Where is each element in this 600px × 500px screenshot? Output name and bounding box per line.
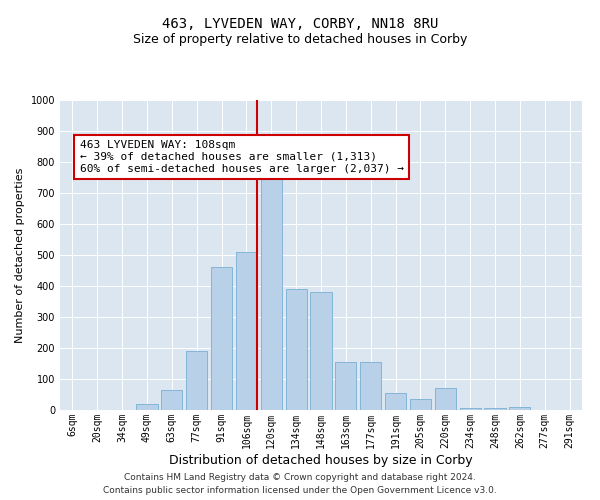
Bar bbox=[186, 351, 207, 410]
Bar bbox=[509, 407, 530, 410]
Bar bbox=[136, 404, 158, 410]
Text: Contains HM Land Registry data © Crown copyright and database right 2024.
Contai: Contains HM Land Registry data © Crown c… bbox=[103, 474, 497, 495]
Bar bbox=[310, 292, 332, 410]
Bar bbox=[460, 408, 481, 410]
Bar bbox=[161, 390, 182, 410]
Text: Size of property relative to detached houses in Corby: Size of property relative to detached ho… bbox=[133, 32, 467, 46]
Text: 463 LYVEDEN WAY: 108sqm
← 39% of detached houses are smaller (1,313)
60% of semi: 463 LYVEDEN WAY: 108sqm ← 39% of detache… bbox=[80, 140, 404, 173]
Bar bbox=[335, 362, 356, 410]
Bar bbox=[435, 388, 456, 410]
X-axis label: Distribution of detached houses by size in Corby: Distribution of detached houses by size … bbox=[169, 454, 473, 466]
Bar bbox=[286, 289, 307, 410]
Bar bbox=[410, 399, 431, 410]
Bar bbox=[484, 408, 506, 410]
Text: 463, LYVEDEN WAY, CORBY, NN18 8RU: 463, LYVEDEN WAY, CORBY, NN18 8RU bbox=[162, 18, 438, 32]
Bar bbox=[211, 268, 232, 410]
Bar bbox=[385, 393, 406, 410]
Bar bbox=[360, 362, 381, 410]
Bar bbox=[236, 252, 257, 410]
Y-axis label: Number of detached properties: Number of detached properties bbox=[15, 168, 25, 342]
Bar bbox=[261, 172, 282, 410]
